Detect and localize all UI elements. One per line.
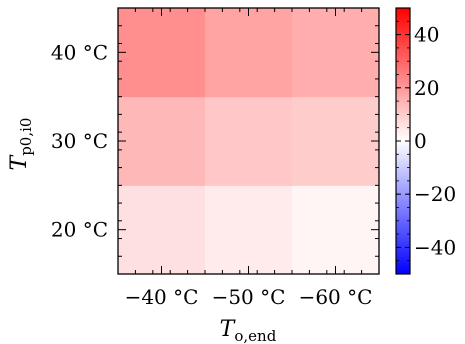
y-axis-label-main: T bbox=[7, 153, 32, 170]
x-axis-label-main: T bbox=[220, 317, 237, 342]
colorbar-tick-label: 0 bbox=[414, 129, 427, 153]
plot-ticks bbox=[117, 7, 380, 275]
heatmap-cell bbox=[292, 185, 380, 275]
heatmap-cell bbox=[292, 96, 380, 186]
heatmap-cell bbox=[118, 8, 206, 98]
y-axis-label-sub: p0,i0 bbox=[17, 118, 35, 156]
x-tick-label: −60 °C bbox=[299, 285, 373, 309]
x-axis-label-sub: o,end bbox=[234, 327, 276, 344]
heatmap-cell bbox=[205, 8, 293, 98]
colorbar-tick-label: 40 bbox=[414, 23, 439, 47]
x-tick-label: −40 °C bbox=[125, 285, 199, 309]
x-axis-label: To,end bbox=[220, 317, 277, 344]
heatmap-cell bbox=[205, 96, 293, 186]
y-tick-label: 40 °C bbox=[51, 40, 108, 64]
heatmap-cell bbox=[118, 96, 206, 186]
y-axis-label: Tp0,i0 bbox=[7, 118, 35, 171]
y-tick-labels: 20 °C 30 °C 40 °C bbox=[51, 40, 108, 241]
colorbar-tick-label: −20 bbox=[414, 182, 456, 206]
x-tick-labels: −40 °C −50 °C −60 °C bbox=[125, 285, 373, 309]
heatmap-cell bbox=[205, 185, 293, 275]
colorbar-ticks: −40 −20 0 20 40 bbox=[396, 7, 456, 275]
x-tick-label: −50 °C bbox=[212, 285, 286, 309]
heatmap-cell bbox=[118, 185, 206, 275]
heatmap-cell bbox=[292, 8, 380, 98]
heatmap-cells bbox=[118, 8, 380, 275]
y-tick-label: 30 °C bbox=[51, 129, 108, 153]
colorbar-tick-label: 20 bbox=[414, 76, 439, 100]
colorbar-tick-label: −40 bbox=[414, 235, 456, 259]
y-tick-label: 20 °C bbox=[51, 218, 108, 242]
